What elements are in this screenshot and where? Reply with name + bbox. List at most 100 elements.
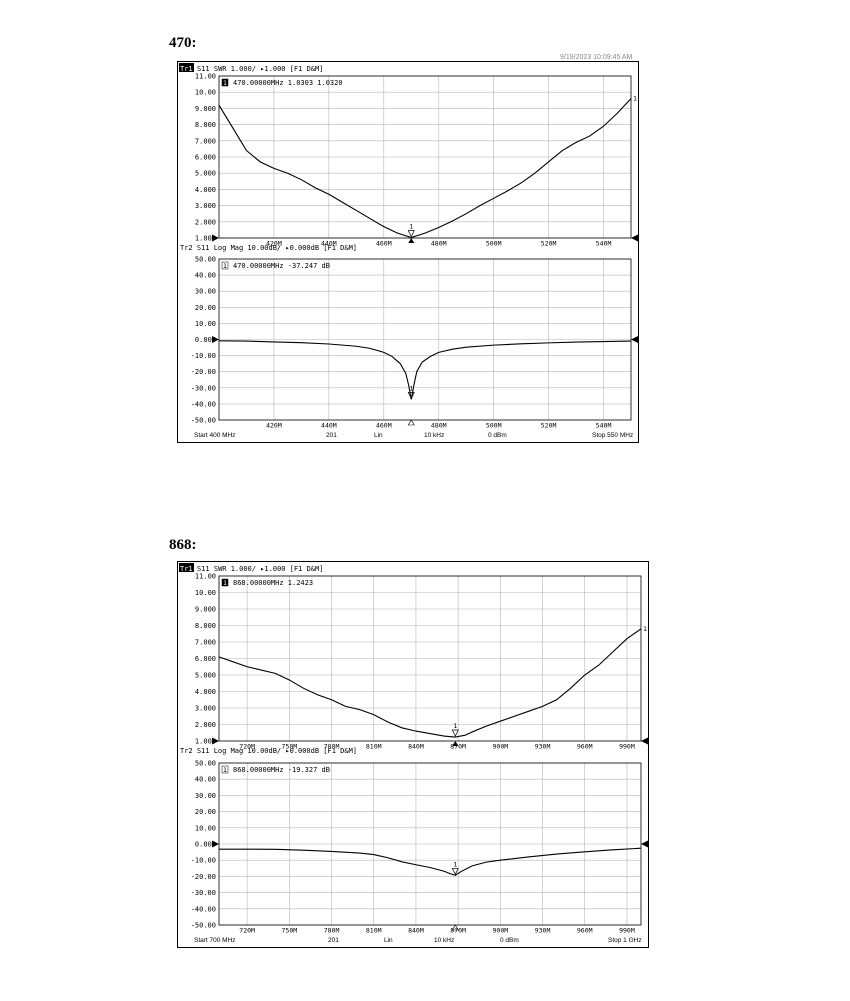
x-tick-label: 520M xyxy=(541,240,557,248)
y-tick-label: 20.00 xyxy=(195,808,216,816)
data-marker-label: 1 xyxy=(409,384,413,392)
x-tick-label: 500M xyxy=(486,422,502,430)
y-tick-label: 10.00 xyxy=(195,320,216,328)
timestamp-overlay: 9/19/2023 10:09:45 AM xyxy=(560,54,633,61)
y-tick-label: -20.00 xyxy=(191,873,216,881)
y-tick-label: 11.00 xyxy=(195,573,216,581)
vna-display-470: Tr1 S11 SWR 1.000/ ▸1.000 [F1 D&M] Tr2 S… xyxy=(179,63,638,439)
x-tick-label: 480M xyxy=(431,422,447,430)
y-tick-label: -50.00 xyxy=(191,417,216,425)
x-tick-label: 780M xyxy=(324,743,340,751)
y-tick-label: -10.00 xyxy=(191,857,216,865)
y-tick-label: 1.000 xyxy=(195,738,216,746)
y-tick-label: -30.00 xyxy=(191,384,216,392)
x-tick-label: 750M xyxy=(282,927,298,935)
y-tick-label: 9.000 xyxy=(195,105,216,113)
stimulus-marker xyxy=(408,238,415,243)
x-tick-label: 870M xyxy=(450,927,466,935)
y-tick-label: 50.00 xyxy=(195,256,216,264)
trace2-header: Tr2 S11 Log Mag 10.00dB/ ▸0.000dB [F1 D&… xyxy=(180,244,357,252)
data-marker xyxy=(451,729,459,737)
trace2-header: Tr2 S11 Log Mag 10.00dB/ ▸0.000dB [F1 D&… xyxy=(180,747,357,755)
footer-ifbw: 10 kHz xyxy=(434,937,454,944)
x-tick-label: 960M xyxy=(577,743,593,751)
y-tick-label: 0.000 xyxy=(195,841,216,849)
x-tick-label: 500M xyxy=(486,240,502,248)
y-tick-label: 2.000 xyxy=(195,218,216,226)
x-tick-label: 440M xyxy=(321,240,337,248)
reference-left-marker xyxy=(212,737,219,745)
series-line xyxy=(218,98,632,239)
sweep-footer: Start 400 MHz 201 Lin 10 kHz 0 dBm Stop … xyxy=(194,432,633,439)
y-tick-label: 6.000 xyxy=(195,655,216,663)
x-tick-label: 990M xyxy=(619,927,635,935)
series-line xyxy=(218,628,642,738)
logmag-chart-868: -50.00 -40.00 -30.00 -20.00 -10.00 0.000 10.00… xyxy=(191,760,648,935)
reference-left-marker xyxy=(212,840,219,848)
footer-stop: Stop 550 MHz xyxy=(592,432,633,439)
x-tick-label: 540M xyxy=(596,422,612,430)
y-tick-label: 5.000 xyxy=(195,170,216,178)
vna-screenshot-470: Tr1 S11 SWR 1.000/ ▸1.000 [F1 D&M] Tr2 S… xyxy=(177,61,639,443)
y-tick-label: 3.000 xyxy=(195,705,216,713)
marker-readout: 868.00000MHz -19.327 dB xyxy=(233,766,330,774)
marker-readout: 470.00000MHz -37.247 dB xyxy=(233,262,330,270)
vna-screenshot-868: Tr1 S11 SWR 1.000/ ▸1.000 [F1 D&M] Tr2 S… xyxy=(177,561,649,948)
footer-power: 0 dBm xyxy=(488,432,507,439)
y-tick-label: 30.00 xyxy=(195,792,216,800)
y-tick-label: 4.000 xyxy=(195,186,216,194)
y-tick-label: 10.00 xyxy=(195,89,216,97)
x-tick-label: 440M xyxy=(321,422,337,430)
x-tick-label: 900M xyxy=(493,743,509,751)
footer-start: Start 700 MHz xyxy=(194,937,236,944)
y-tick-label: -20.00 xyxy=(191,368,216,376)
x-tick-label: 520M xyxy=(541,422,557,430)
y-tick-label: 10.00 xyxy=(195,589,216,597)
trace-end-label: 1 xyxy=(643,625,647,633)
y-tick-label: -30.00 xyxy=(191,889,216,897)
data-marker xyxy=(451,867,459,876)
y-tick-label: 11.00 xyxy=(195,73,216,81)
marker-readout-id: 1 xyxy=(223,262,227,270)
plot-frame xyxy=(218,575,642,742)
marker-readout: 470.00000MHz 1.0303 1.0320 xyxy=(233,79,343,87)
x-tick-label: 930M xyxy=(535,927,551,935)
y-tick-label: 20.00 xyxy=(195,304,216,312)
trace1-badge-box xyxy=(179,563,194,572)
y-tick-label: -40.00 xyxy=(191,905,216,913)
x-tick-label: 750M xyxy=(282,743,298,751)
footer-sweep-type: Lin xyxy=(374,432,383,439)
footer-points: 201 xyxy=(328,937,339,944)
data-marker-label: 1 xyxy=(453,860,457,868)
data-marker-label: 1 xyxy=(453,722,457,730)
x-tick-label: 810M xyxy=(366,743,382,751)
y-tick-label: 3.000 xyxy=(195,202,216,210)
y-tick-label: -40.00 xyxy=(191,400,216,408)
footer-ifbw: 10 kHz xyxy=(424,432,444,439)
y-tick-label: 40.00 xyxy=(195,272,216,280)
y-tick-label: 9.000 xyxy=(195,606,216,614)
y-tick-label: 30.00 xyxy=(195,288,216,296)
x-tick-label: 460M xyxy=(376,240,392,248)
reference-right-marker xyxy=(641,840,648,848)
trace1-header: S11 SWR 1.000/ ▸1.000 [F1 D&M] xyxy=(197,65,323,73)
x-tick-label: 870M xyxy=(450,743,466,751)
y-tick-label: 0.000 xyxy=(195,336,216,344)
x-tick-label: 720M xyxy=(239,743,255,751)
y-tick-label: 1.000 xyxy=(195,235,216,243)
marker-readout-box xyxy=(221,765,229,774)
x-tick-label: 840M xyxy=(408,743,424,751)
marker-readout-id: 1 xyxy=(223,579,227,587)
marker-readout-id: 1 xyxy=(223,766,227,774)
reference-right-marker xyxy=(641,737,648,745)
footer-stop: Stop 1 GHz xyxy=(608,937,642,944)
footer-power: 0 dBm xyxy=(500,937,519,944)
x-tick-label: 930M xyxy=(535,743,551,751)
marker-readout-box xyxy=(221,578,229,587)
series-line xyxy=(218,340,632,400)
footer-start: Start 400 MHz xyxy=(194,432,236,439)
y-tick-label: 50.00 xyxy=(195,760,216,768)
x-tick-label: 720M xyxy=(239,927,255,935)
plot-frame xyxy=(218,75,632,239)
x-tick-label: 420M xyxy=(266,422,282,430)
